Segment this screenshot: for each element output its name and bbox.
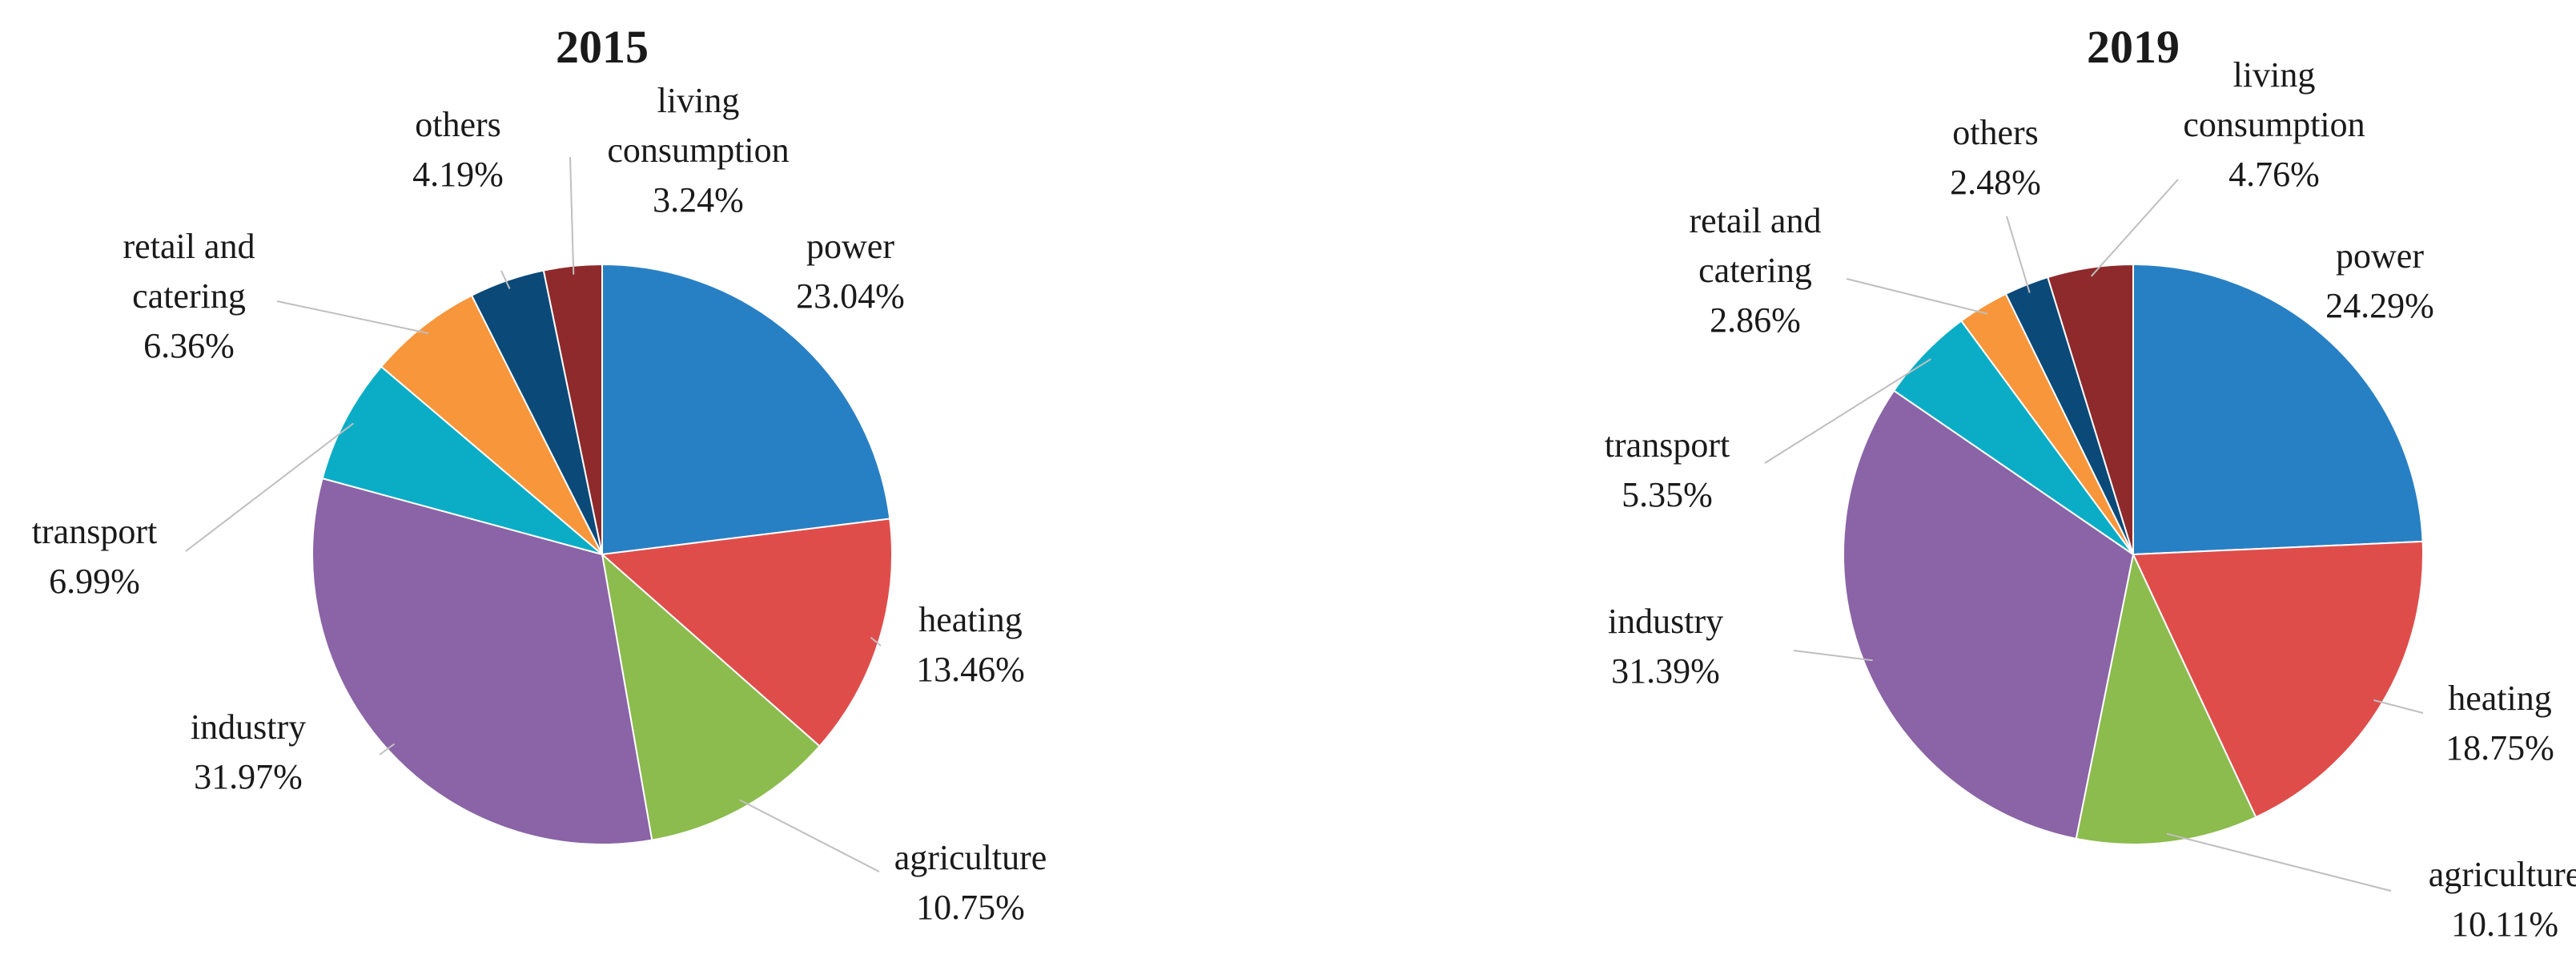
slice-label-living-consumption: living consumption 4.76% bbox=[2183, 55, 2365, 194]
slice-label-power: power 24.29% bbox=[2325, 236, 2434, 325]
leader-line-agriculture bbox=[2166, 832, 2392, 892]
pie-slice-living-consumption bbox=[2047, 263, 2134, 555]
leader-line-industry bbox=[1793, 650, 1873, 662]
leader-line-retail-and-catering bbox=[1846, 278, 1988, 315]
leader-line-heating bbox=[2373, 699, 2424, 714]
pie-slice-heating bbox=[2132, 540, 2424, 819]
slice-label-power: power 23.04% bbox=[796, 227, 905, 316]
slice-label-living-consumption: living consumption 3.24% bbox=[607, 81, 789, 220]
pie-slice-industry bbox=[1843, 389, 2135, 840]
chart-2019: 2019 power 24.29% heating 18.75% agriculture… bbox=[1605, 21, 2576, 944]
leader-line-transport bbox=[1764, 358, 1931, 464]
slice-label-transport: transport 6.99% bbox=[32, 512, 157, 601]
chart-2015: 2015 power 23.04% heating 13.46% agriculture… bbox=[32, 21, 1047, 927]
pie-slice-power bbox=[2132, 263, 2424, 556]
slice-label-industry: industry 31.97% bbox=[191, 707, 306, 796]
pie-slice-agriculture bbox=[601, 552, 821, 841]
leader-line-agriculture bbox=[739, 799, 880, 872]
pie-slice-transport bbox=[321, 365, 603, 555]
leader-line-retail-and-catering bbox=[276, 300, 429, 334]
slice-label-industry: industry 31.39% bbox=[1608, 602, 1723, 691]
slice-label-agriculture: agriculture 10.75% bbox=[894, 838, 1047, 927]
pie-slice-power bbox=[601, 263, 891, 556]
pie-slice-industry bbox=[311, 477, 653, 845]
pie-2019: power 24.29% heating 18.75% agriculture 10.11… bbox=[1605, 55, 2576, 944]
chart-title-2015: 2015 bbox=[556, 21, 649, 73]
pie-slice-heating bbox=[600, 518, 893, 747]
leader-line-living-consumption bbox=[2090, 179, 2179, 277]
leader-line-heating bbox=[870, 636, 882, 647]
leader-line-living-consumption bbox=[569, 156, 575, 275]
slice-label-heating: heating 13.46% bbox=[916, 600, 1025, 689]
slice-label-agriculture: agriculture 10.11% bbox=[2429, 855, 2576, 944]
slice-label-others: others 4.19% bbox=[412, 105, 504, 194]
pie-2015: power 23.04% heating 13.46% agriculture 10.75… bbox=[32, 81, 1047, 927]
leader-line-others bbox=[2006, 216, 2031, 293]
slice-label-retail-and-catering: retail and catering 6.36% bbox=[123, 227, 255, 365]
slice-label-retail-and-catering: retail and catering 2.86% bbox=[1690, 201, 1822, 340]
slice-label-others: others 2.48% bbox=[1950, 113, 2041, 202]
chart-title-2019: 2019 bbox=[2087, 21, 2180, 73]
leader-line-transport bbox=[185, 422, 354, 552]
pie-slice-retail-and-catering bbox=[380, 294, 603, 555]
leader-line-industry bbox=[379, 743, 396, 755]
leader-line-others bbox=[500, 270, 511, 289]
pie-slice-agriculture bbox=[2075, 551, 2257, 845]
slice-label-transport: transport 5.35% bbox=[1605, 425, 1730, 514]
slice-label-heating: heating 18.75% bbox=[2445, 679, 2554, 768]
